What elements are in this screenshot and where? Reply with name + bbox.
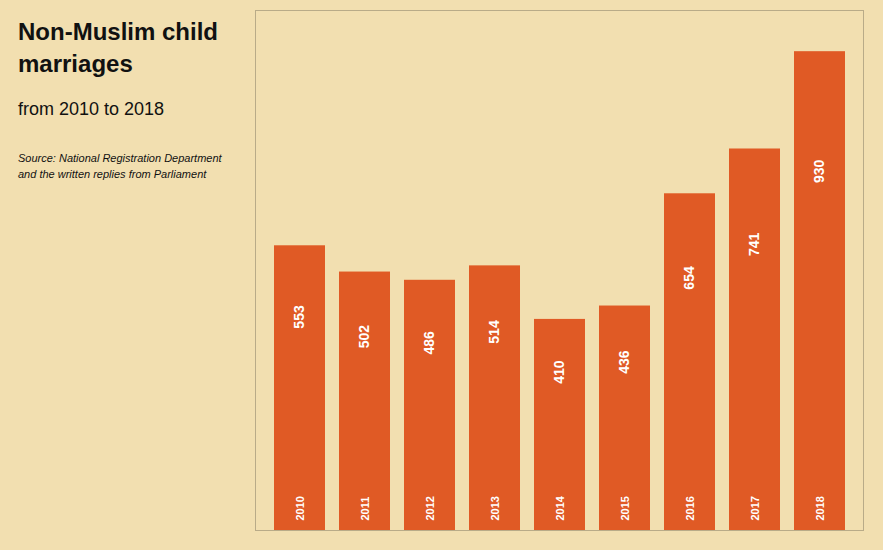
svg-text:410: 410 (551, 360, 567, 384)
svg-text:2011: 2011 (359, 497, 371, 521)
svg-text:514: 514 (486, 320, 502, 344)
html-text:from 2010 to 2018: from 2010 to 2018 (18, 98, 165, 119)
svg-text:2016: 2016 (684, 496, 696, 520)
svg-text:2017: 2017 (749, 496, 761, 520)
html-text:and the written replies from P: and the written replies from Parliament (18, 168, 207, 181)
svg-text:930: 930 (811, 159, 827, 183)
svg-text:2015: 2015 (619, 496, 631, 520)
svg-text:2012: 2012 (424, 496, 436, 520)
svg-text:486: 486 (421, 331, 437, 355)
svg-text:2018: 2018 (814, 496, 826, 520)
svg-text:502: 502 (356, 325, 372, 349)
svg-text:436: 436 (616, 350, 632, 374)
svg-text:654: 654 (681, 266, 697, 290)
svg-text:2010: 2010 (294, 496, 306, 520)
svg-text:553: 553 (291, 305, 307, 329)
html-text:Source: National Registration: Source: National Registration Department (18, 151, 222, 164)
html-text:Non-Muslim child marriages: Non-Muslim child marriages (18, 18, 218, 78)
svg-text:741: 741 (746, 232, 762, 256)
svg-text:2014: 2014 (554, 495, 566, 520)
svg-text:2013: 2013 (489, 496, 501, 520)
